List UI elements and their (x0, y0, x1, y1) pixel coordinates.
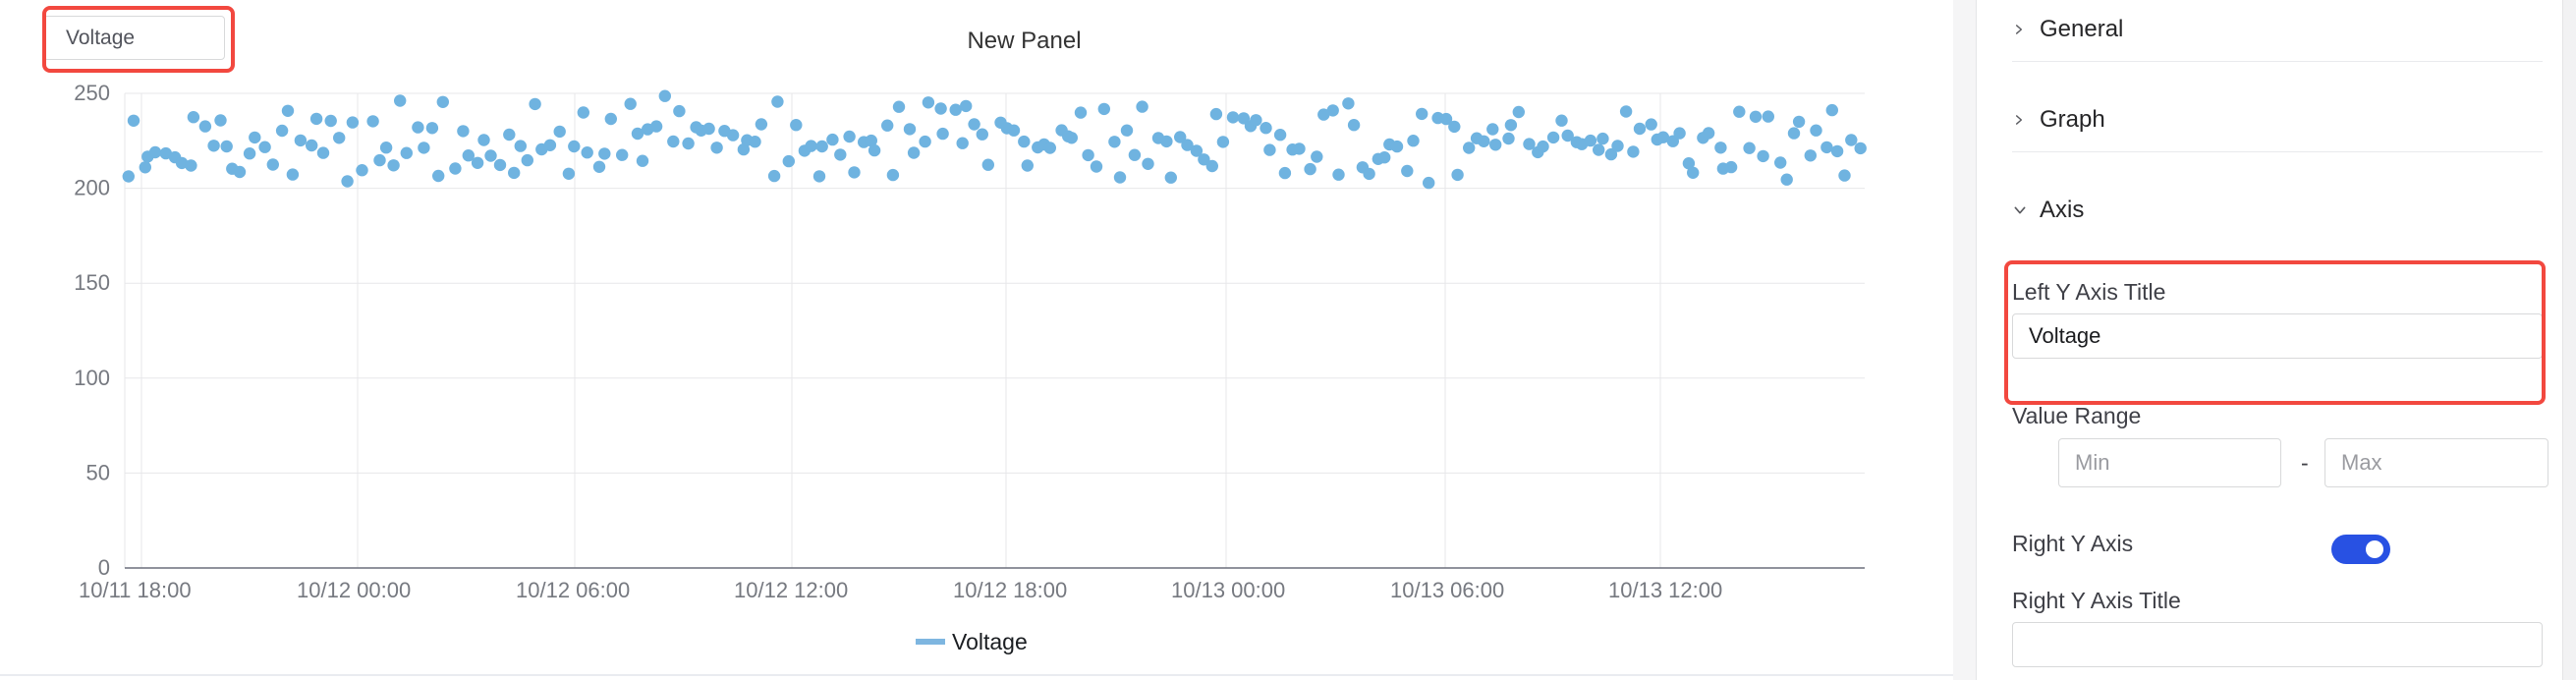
svg-text:10/13 00:00: 10/13 00:00 (1171, 578, 1285, 602)
svg-text:250: 250 (74, 81, 110, 105)
svg-text:10/12 12:00: 10/12 12:00 (734, 578, 848, 602)
svg-text:50: 50 (86, 460, 110, 484)
svg-text:10/13 12:00: 10/13 12:00 (1608, 578, 1722, 602)
svg-text:10/12 00:00: 10/12 00:00 (297, 578, 411, 602)
svg-text:100: 100 (74, 366, 110, 390)
svg-text:200: 200 (74, 176, 110, 200)
svg-text:Voltage: Voltage (952, 629, 1028, 654)
svg-text:10/12 06:00: 10/12 06:00 (516, 578, 630, 602)
svg-text:10/11 18:00: 10/11 18:00 (79, 578, 192, 602)
svg-text:10/12 18:00: 10/12 18:00 (953, 578, 1067, 602)
svg-text:0: 0 (98, 555, 110, 580)
svg-text:10/13 06:00: 10/13 06:00 (1390, 578, 1504, 602)
svg-text:150: 150 (74, 270, 110, 295)
